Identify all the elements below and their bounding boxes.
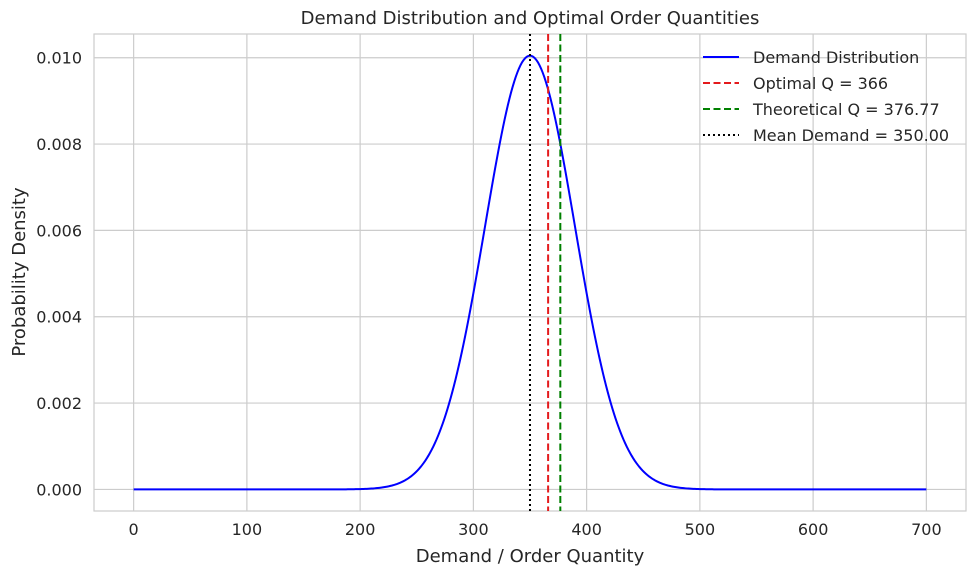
plot-area [93,33,967,512]
plot-lines [133,34,927,511]
x-tick-label: 600 [798,520,829,539]
legend-label: Theoretical Q = 376.77 [752,100,940,119]
x-tick-label: 400 [571,520,602,539]
y-tick-label: 0.002 [36,394,82,413]
chart-title: Demand Distribution and Optimal Order Qu… [301,8,760,29]
x-tick-label: 300 [458,520,489,539]
x-tick-label: 100 [232,520,263,539]
y-tick-label: 0.004 [36,308,82,327]
x-tick-label: 0 [129,520,139,539]
legend: Demand Distribution Optimal Q = 366 Theore… [703,48,949,145]
x-axis-ticks: 0 100 200 300 400 500 600 700 [129,520,942,539]
x-axis-label: Demand / Order Quantity [416,546,645,567]
legend-label: Demand Distribution [753,48,919,67]
y-tick-label: 0.008 [36,135,82,154]
y-tick-label: 0.000 [36,480,82,499]
legend-label: Mean Demand = 350.00 [753,126,949,145]
x-tick-label: 500 [685,520,716,539]
legend-label: Optimal Q = 366 [753,74,888,93]
y-axis-label: Probability Density [9,187,30,357]
y-tick-label: 0.010 [36,49,82,68]
x-tick-label: 200 [345,520,376,539]
x-tick-label: 700 [911,520,942,539]
y-axis-ticks: 0.000 0.002 0.004 0.006 0.008 0.010 [36,49,82,500]
y-tick-label: 0.006 [36,221,82,240]
